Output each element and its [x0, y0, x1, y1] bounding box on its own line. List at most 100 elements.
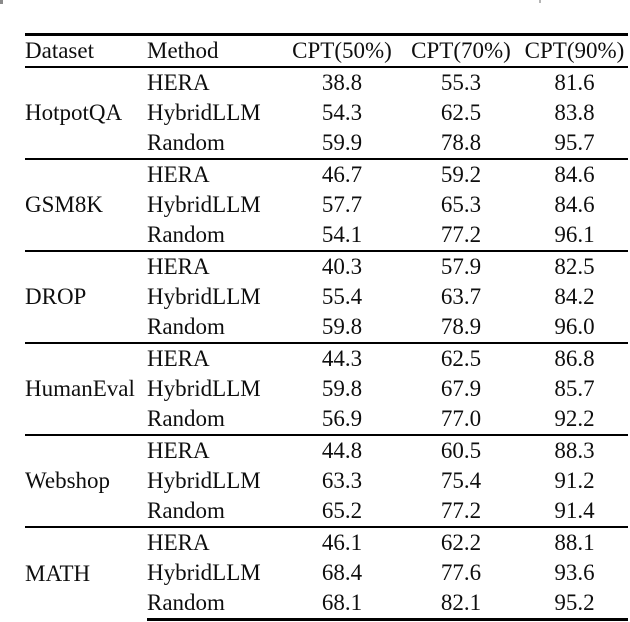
cpt90-cell: 86.8: [521, 342, 628, 374]
cpt50-cell: 59.9: [321, 130, 363, 155]
cpt70-cell: 59.2: [401, 158, 521, 190]
table-row: GSM8K HERA 46.7 59.2 84.6: [25, 158, 628, 251]
cpt50-cell: 59.8: [321, 376, 363, 401]
table-row: HotpotQA HERA 38.8 55.3 81.6: [25, 66, 628, 159]
cpt90-cell: 81.6: [521, 66, 628, 98]
method-cell: HERA: [147, 342, 283, 374]
dataset-label-gsm8k: GSM8K: [25, 158, 147, 251]
cpt70-cell: 62.5: [440, 100, 482, 125]
header-cpt70: CPT(70%): [401, 33, 521, 68]
cpt70-cell: 62.5: [401, 342, 521, 374]
cpt50-cell: 63.3: [321, 468, 363, 493]
cpt70-cell: 55.3: [401, 66, 521, 98]
cpt50-cell: 40.3: [283, 250, 401, 282]
method-cell: HERA: [147, 434, 283, 466]
dataset-label-webshop: Webshop: [25, 434, 147, 527]
table-row: HybridLLM 55.4 63.7 84.2: [25, 282, 628, 312]
method-cell: HybridLLM: [147, 192, 261, 217]
dataset-label-math: MATH: [25, 526, 147, 620]
cpt50-cell: 65.2: [321, 498, 363, 523]
table-row: Random 56.9 77.0 92.2: [25, 404, 628, 435]
cpt70-cell: 65.3: [440, 192, 482, 217]
results-table: Dataset Method CPT(50%) CPT(70%) CPT(90%…: [25, 33, 628, 621]
cpt50-cell: 46.1: [283, 526, 401, 558]
method-cell: HybridLLM: [147, 468, 261, 493]
cpt70-cell: 75.4: [440, 468, 482, 493]
cpt50-cell: 44.3: [283, 342, 401, 374]
cpt50-cell: 56.9: [321, 406, 363, 431]
cpt90-cell: 95.7: [554, 130, 595, 155]
method-cell: HERA: [147, 158, 283, 190]
cpt90-cell: 93.6: [554, 560, 595, 585]
cpt90-cell: 82.5: [521, 250, 628, 282]
method-cell: Random: [147, 130, 225, 155]
cpt50-cell: 68.4: [321, 560, 363, 585]
header-dataset: Dataset: [25, 33, 147, 68]
stray-mark-right: [539, 0, 541, 3]
cpt50-cell: 44.8: [283, 434, 401, 466]
cpt70-cell: 78.9: [440, 314, 482, 339]
table-row: HybridLLM 68.4 77.6 93.6: [25, 558, 628, 588]
stray-mark-left: [0, 0, 3, 4]
method-cell: Random: [147, 222, 225, 247]
cpt70-cell: 77.6: [440, 560, 482, 585]
cpt70-cell: 60.5: [401, 434, 521, 466]
dataset-label-drop: DROP: [25, 250, 147, 343]
cpt50-cell: 46.7: [283, 158, 401, 190]
dataset-label-hotpotqa: HotpotQA: [25, 66, 147, 159]
cpt50-cell: 59.8: [321, 314, 363, 339]
table-row: DROP HERA 40.3 57.9 82.5: [25, 250, 628, 343]
cpt50-cell: 54.3: [321, 100, 363, 125]
table-row: Random 59.9 78.8 95.7: [25, 128, 628, 159]
method-cell: HybridLLM: [147, 284, 261, 309]
method-cell: HERA: [147, 66, 283, 98]
cpt50-cell: 68.1: [283, 588, 401, 621]
cpt50-cell: 38.8: [283, 66, 401, 98]
table-row: Random 59.8 78.9 96.0: [25, 312, 628, 343]
header-cpt90: CPT(90%): [521, 33, 628, 68]
method-cell: HybridLLM: [147, 100, 261, 125]
header-method: Method: [147, 33, 283, 68]
table-row: Random 65.2 77.2 91.4: [25, 496, 628, 527]
table-row: MATH HERA 46.1 62.2 88.1: [25, 526, 628, 620]
table-row: HybridLLM 54.3 62.5 83.8: [25, 98, 628, 128]
method-cell: HybridLLM: [147, 560, 261, 585]
cpt90-cell: 88.1: [521, 526, 628, 558]
dataset-label-humaneval: HumanEval: [25, 342, 147, 435]
cpt90-cell: 91.2: [554, 468, 595, 493]
method-cell: Random: [147, 498, 225, 523]
cpt90-cell: 85.7: [554, 376, 595, 401]
cpt90-cell: 96.1: [554, 222, 595, 247]
cpt50-cell: 55.4: [321, 284, 363, 309]
cpt90-cell: 84.6: [521, 158, 628, 190]
cpt90-cell: 92.2: [554, 406, 595, 431]
cpt70-cell: 63.7: [440, 284, 482, 309]
method-cell: Random: [147, 406, 225, 431]
cpt50-cell: 54.1: [321, 222, 363, 247]
method-cell: HERA: [147, 526, 283, 558]
table-header: Dataset Method CPT(50%) CPT(70%) CPT(90%…: [25, 33, 628, 68]
cpt70-cell: 67.9: [440, 376, 482, 401]
cpt50-cell: 57.7: [321, 192, 363, 217]
cpt70-cell: 62.2: [401, 526, 521, 558]
cpt70-cell: 82.1: [401, 588, 521, 621]
table-row: HybridLLM 59.8 67.9 85.7: [25, 374, 628, 404]
cpt70-cell: 77.0: [440, 406, 482, 431]
table-row: Random 68.1 82.1 95.2: [25, 588, 628, 621]
cpt70-cell: 78.8: [440, 130, 482, 155]
method-cell: HybridLLM: [147, 376, 261, 401]
method-cell: HERA: [147, 250, 283, 282]
table-row: HybridLLM 63.3 75.4 91.2: [25, 466, 628, 496]
cpt70-cell: 77.2: [440, 498, 482, 523]
header-cpt50: CPT(50%): [283, 33, 401, 68]
method-cell: Random: [147, 314, 225, 339]
header-row: Dataset Method CPT(50%) CPT(70%) CPT(90%…: [25, 33, 628, 68]
cpt90-cell: 95.2: [521, 588, 628, 621]
cpt90-cell: 96.0: [554, 314, 595, 339]
cpt90-cell: 83.8: [554, 100, 595, 125]
cpt90-cell: 91.4: [554, 498, 595, 523]
cpt70-cell: 57.9: [401, 250, 521, 282]
table-row: Random 54.1 77.2 96.1: [25, 220, 628, 251]
cpt70-cell: 77.2: [440, 222, 482, 247]
